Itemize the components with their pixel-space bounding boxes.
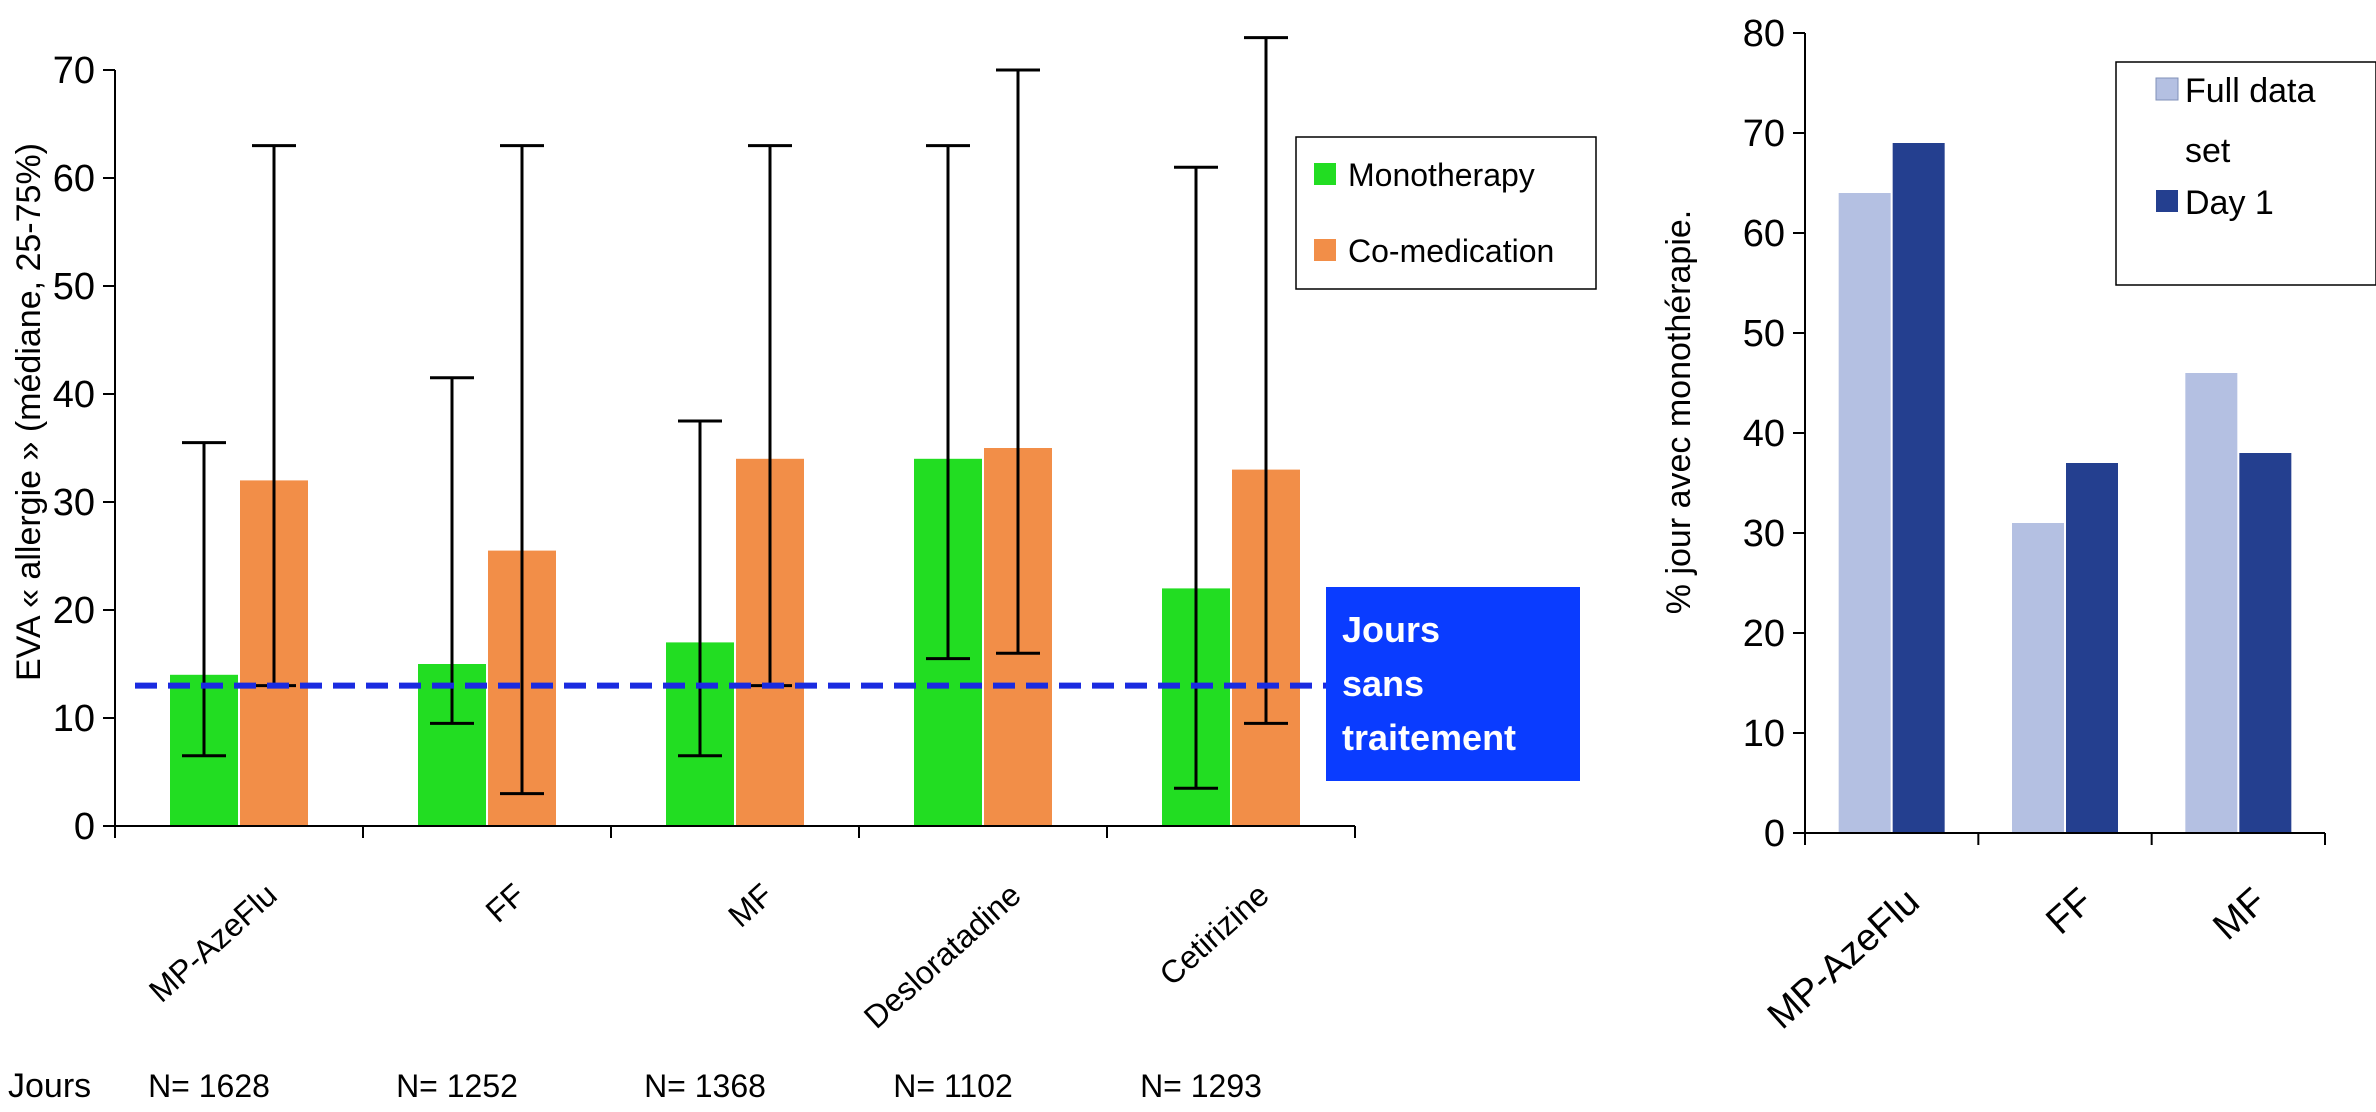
right-y-tick-label: 20 xyxy=(1743,613,1785,655)
annotation-line-3: traitement xyxy=(1342,717,1516,758)
left-y-tick-label: 20 xyxy=(53,590,95,632)
right-y-tick-label: 10 xyxy=(1743,713,1785,755)
left-x-category-label: MP-AzeFlu xyxy=(142,876,284,1009)
right-x-category-label: MP-AzeFlu xyxy=(1760,880,1928,1037)
left-count-label: N= 1368 xyxy=(644,1068,766,1104)
right-y-tick-label: 0 xyxy=(1764,813,1785,855)
right-x-category-label: FF xyxy=(2038,880,2101,942)
right-y-axis-label: % jour avec monothérapie. xyxy=(1660,210,1698,614)
left-x-category-label: MF xyxy=(721,876,779,934)
left-count-label: N= 1102 xyxy=(893,1068,1013,1104)
legend-swatch-full-data-set xyxy=(2155,77,2179,101)
footer-jours-label: Jours xyxy=(8,1067,91,1105)
left-y-tick-label: 70 xyxy=(53,50,95,92)
bar-day-1 xyxy=(1892,143,1945,833)
left-y-tick-label: 50 xyxy=(53,266,95,308)
legend-label-full-data-set-line1: Full data xyxy=(2185,72,2315,110)
left-count-label: N= 1628 xyxy=(148,1068,270,1104)
bar-full-data-set xyxy=(2012,523,2064,833)
right-y-tick-label: 30 xyxy=(1743,513,1785,555)
legend-label-co-medication: Co-medication xyxy=(1348,233,1554,269)
left-y-tick-label: 30 xyxy=(53,482,95,524)
left-y-tick-label: 0 xyxy=(74,806,95,848)
right-y-tick-label: 80 xyxy=(1743,13,1785,55)
legend-swatch-co-medication xyxy=(1314,239,1336,261)
left-x-category-label: FF xyxy=(479,876,532,929)
right-bar-chart: % jour avec monothérapie. 0 10 20 30 40 50 60 7… xyxy=(1660,13,2376,1037)
bar-day-1 xyxy=(2066,463,2118,833)
right-y-tick-label: 70 xyxy=(1743,113,1785,155)
legend-label-monotherapy: Monotherapy xyxy=(1348,157,1535,193)
left-y-tick-label: 10 xyxy=(53,698,95,740)
bar-full-data-set xyxy=(1838,193,1891,833)
bar-day-1 xyxy=(2239,453,2292,833)
annotation-line-1: Jours xyxy=(1342,609,1440,650)
right-y-tick-label: 60 xyxy=(1743,213,1785,255)
right-y-tick-label: 40 xyxy=(1743,413,1785,455)
legend-swatch-monotherapy xyxy=(1314,163,1336,185)
left-count-label: N= 1293 xyxy=(1140,1068,1262,1104)
left-y-axis-label: EVA « allergie » (médiane, 25-75%) xyxy=(10,143,48,681)
left-x-category-label: Desloratadine xyxy=(857,876,1028,1035)
left-y-tick-label: 60 xyxy=(53,158,95,200)
legend-swatch-day-1 xyxy=(2156,190,2178,212)
legend-label-full-data-set-line2: set xyxy=(2185,132,2231,170)
legend-left-box xyxy=(1295,136,1597,290)
annotation-box xyxy=(1326,587,1580,781)
legend-label-day-1: Day 1 xyxy=(2185,184,2274,222)
left-y-tick-label: 40 xyxy=(53,374,95,416)
left-bar-chart: EVA « allergie » (médiane, 25-75%) 0 10 20… xyxy=(8,36,1597,1105)
left-x-category-label: Cetirizine xyxy=(1152,876,1275,992)
right-x-category-label: MF xyxy=(2205,880,2274,948)
annotation-line-2: sans xyxy=(1342,663,1424,704)
left-count-label: N= 1252 xyxy=(396,1068,518,1104)
bar-full-data-set xyxy=(2185,373,2238,833)
right-y-tick-label: 50 xyxy=(1743,313,1785,355)
